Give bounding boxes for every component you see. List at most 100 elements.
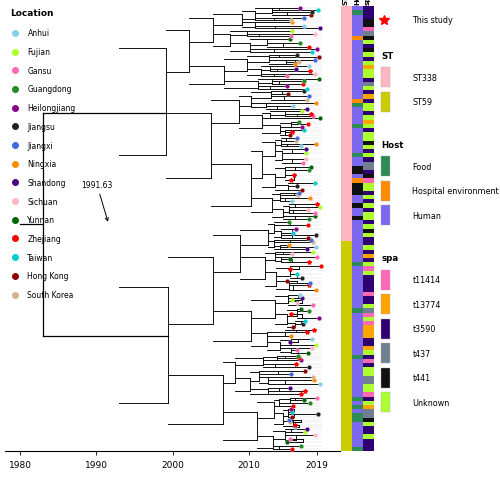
Bar <box>352 409 362 413</box>
Text: t441: t441 <box>412 373 430 383</box>
Bar <box>362 409 374 413</box>
Bar <box>352 112 362 116</box>
Bar <box>340 28 351 32</box>
Bar <box>340 162 351 167</box>
Bar <box>362 242 374 246</box>
Bar <box>362 271 374 275</box>
Bar <box>340 325 351 330</box>
Bar <box>362 338 374 342</box>
Bar <box>352 141 362 145</box>
Bar <box>340 216 351 221</box>
Bar <box>352 288 362 292</box>
Bar <box>340 367 351 372</box>
Bar <box>362 355 374 359</box>
Bar <box>352 351 362 355</box>
Bar <box>362 347 374 351</box>
Bar <box>340 221 351 225</box>
Bar <box>340 183 351 187</box>
Bar <box>362 83 374 87</box>
Bar <box>340 447 351 451</box>
Bar <box>352 32 362 36</box>
Bar <box>362 200 374 204</box>
Bar <box>352 20 362 24</box>
Text: Host: Host <box>354 0 360 5</box>
Text: ST59: ST59 <box>412 98 432 107</box>
Bar <box>352 434 362 439</box>
Bar <box>362 175 374 179</box>
Bar <box>352 443 362 447</box>
Bar <box>352 91 362 95</box>
Bar <box>352 405 362 409</box>
Bar <box>340 24 351 28</box>
Bar <box>362 288 374 292</box>
Bar <box>352 238 362 242</box>
Bar <box>362 296 374 300</box>
Bar <box>352 305 362 309</box>
Bar <box>362 183 374 187</box>
Bar <box>352 66 362 70</box>
Bar <box>362 20 374 24</box>
Bar <box>352 158 362 162</box>
Bar <box>362 313 374 317</box>
Bar <box>352 70 362 74</box>
Bar <box>362 342 374 347</box>
Bar <box>340 116 351 120</box>
Bar <box>352 313 362 317</box>
Bar <box>340 187 351 192</box>
Bar <box>352 145 362 150</box>
Bar <box>340 418 351 422</box>
Bar <box>352 233 362 238</box>
Text: ST338: ST338 <box>412 74 438 83</box>
Bar <box>352 41 362 45</box>
Bar <box>362 367 374 372</box>
Bar <box>352 242 362 246</box>
Bar <box>352 418 362 422</box>
Bar <box>352 347 362 351</box>
Bar <box>340 292 351 296</box>
Bar <box>352 380 362 384</box>
Bar <box>340 32 351 36</box>
Bar <box>340 108 351 112</box>
Bar <box>352 355 362 359</box>
Bar <box>340 70 351 74</box>
Text: t11414: t11414 <box>412 276 440 285</box>
Bar <box>362 213 374 216</box>
Bar <box>340 284 351 288</box>
Bar <box>362 300 374 305</box>
Bar <box>381 68 390 88</box>
Bar <box>362 141 374 145</box>
Bar <box>340 250 351 254</box>
Bar <box>352 15 362 20</box>
Bar <box>340 12 351 15</box>
Bar <box>362 170 374 175</box>
Bar <box>340 263 351 267</box>
Bar <box>352 413 362 418</box>
Bar <box>381 157 390 177</box>
Bar <box>340 380 351 384</box>
Bar <box>381 344 390 363</box>
Bar <box>352 359 362 363</box>
Bar <box>352 204 362 208</box>
Bar <box>340 439 351 443</box>
Bar <box>352 284 362 288</box>
Bar <box>340 317 351 321</box>
Bar <box>381 270 390 290</box>
Text: Sichuan: Sichuan <box>28 197 58 206</box>
Text: t13774: t13774 <box>412 300 441 309</box>
Bar <box>362 133 374 137</box>
Bar <box>362 129 374 133</box>
Text: Host: Host <box>381 141 404 149</box>
Bar <box>362 32 374 36</box>
Bar <box>362 351 374 355</box>
Bar <box>340 91 351 95</box>
Bar <box>340 58 351 61</box>
Text: South Korea: South Korea <box>28 290 74 300</box>
Bar <box>381 319 390 339</box>
Bar <box>362 192 374 196</box>
Bar <box>352 263 362 267</box>
Bar <box>340 388 351 393</box>
Bar <box>362 380 374 384</box>
Bar <box>352 317 362 321</box>
Bar <box>340 372 351 376</box>
Bar <box>340 95 351 99</box>
